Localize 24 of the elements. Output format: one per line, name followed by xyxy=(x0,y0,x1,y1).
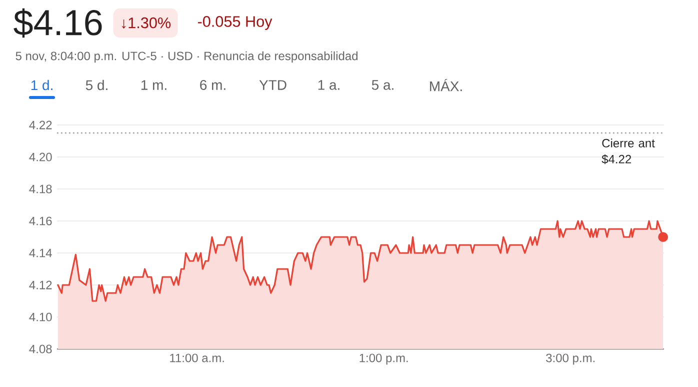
text: -0.055 Hoy xyxy=(198,16,272,30)
y-tick-label: 4.20 xyxy=(29,152,52,162)
text: 1 m. xyxy=(141,80,166,90)
text: YTD xyxy=(259,80,286,90)
x-tick-label: 11:00 a.m. xyxy=(170,354,224,362)
y-tick-label: 4.12 xyxy=(29,280,52,290)
y-tick-label: 4.14 xyxy=(29,248,52,258)
ref-line-label: Cierre ant $4.22 xyxy=(602,138,655,164)
chart-title: $4.16 xyxy=(14,8,102,38)
x-tick-label: 3:00 p.m. xyxy=(546,354,595,365)
text: ↓1.30% xyxy=(122,17,171,29)
y-tick-label: 4.22 xyxy=(29,120,52,130)
y-tick-label: 4.08 xyxy=(29,344,52,354)
text: 6 m. xyxy=(200,80,226,90)
text: 5 d. xyxy=(86,80,108,90)
chart-subtitle: 5 nov, 8:04:00 p.m. UTC-5 · USD · Renuncia de responsabilidad xyxy=(16,51,358,63)
y-tick-label: 4.18 xyxy=(29,184,52,194)
y-tick-label: 4.10 xyxy=(29,312,52,322)
x-tick-label: 1:00 p.m. xyxy=(360,354,408,365)
text: 5 a. xyxy=(372,80,394,90)
text: MÁX. xyxy=(430,78,462,92)
text: 1 d. xyxy=(31,80,52,90)
y-tick-label: 4.16 xyxy=(29,216,52,226)
text: 1 a. xyxy=(318,80,340,90)
